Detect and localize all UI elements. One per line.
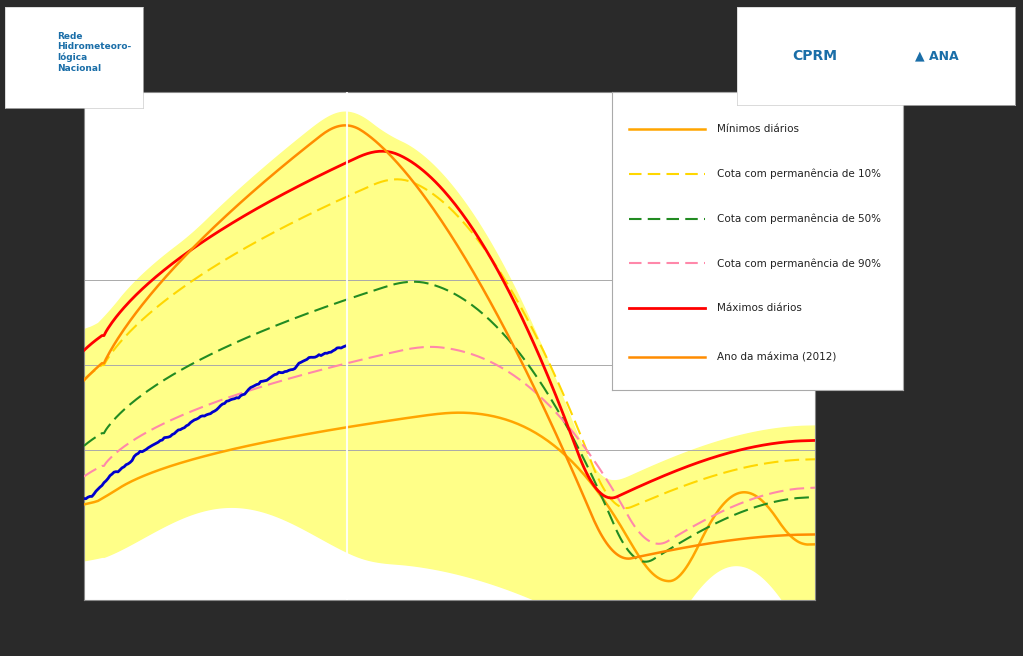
Text: Cota com permanência de 50%: Cota com permanência de 50% <box>717 213 881 224</box>
Text: Cota com permanência de 10%: Cota com permanência de 10% <box>717 169 881 179</box>
Text: ▲ ANA: ▲ ANA <box>916 49 959 62</box>
Text: Rede
Hidrometeoro-
lógica
Nacional: Rede Hidrometeoro- lógica Nacional <box>57 32 132 73</box>
Text: Ano da máxima (2012): Ano da máxima (2012) <box>717 352 836 363</box>
Text: CPRM: CPRM <box>792 49 837 63</box>
Text: Mínimos diários: Mínimos diários <box>717 124 799 134</box>
Text: Cota com permanência de 90%: Cota com permanência de 90% <box>717 258 881 269</box>
Text: Máximos diários: Máximos diários <box>717 303 802 313</box>
